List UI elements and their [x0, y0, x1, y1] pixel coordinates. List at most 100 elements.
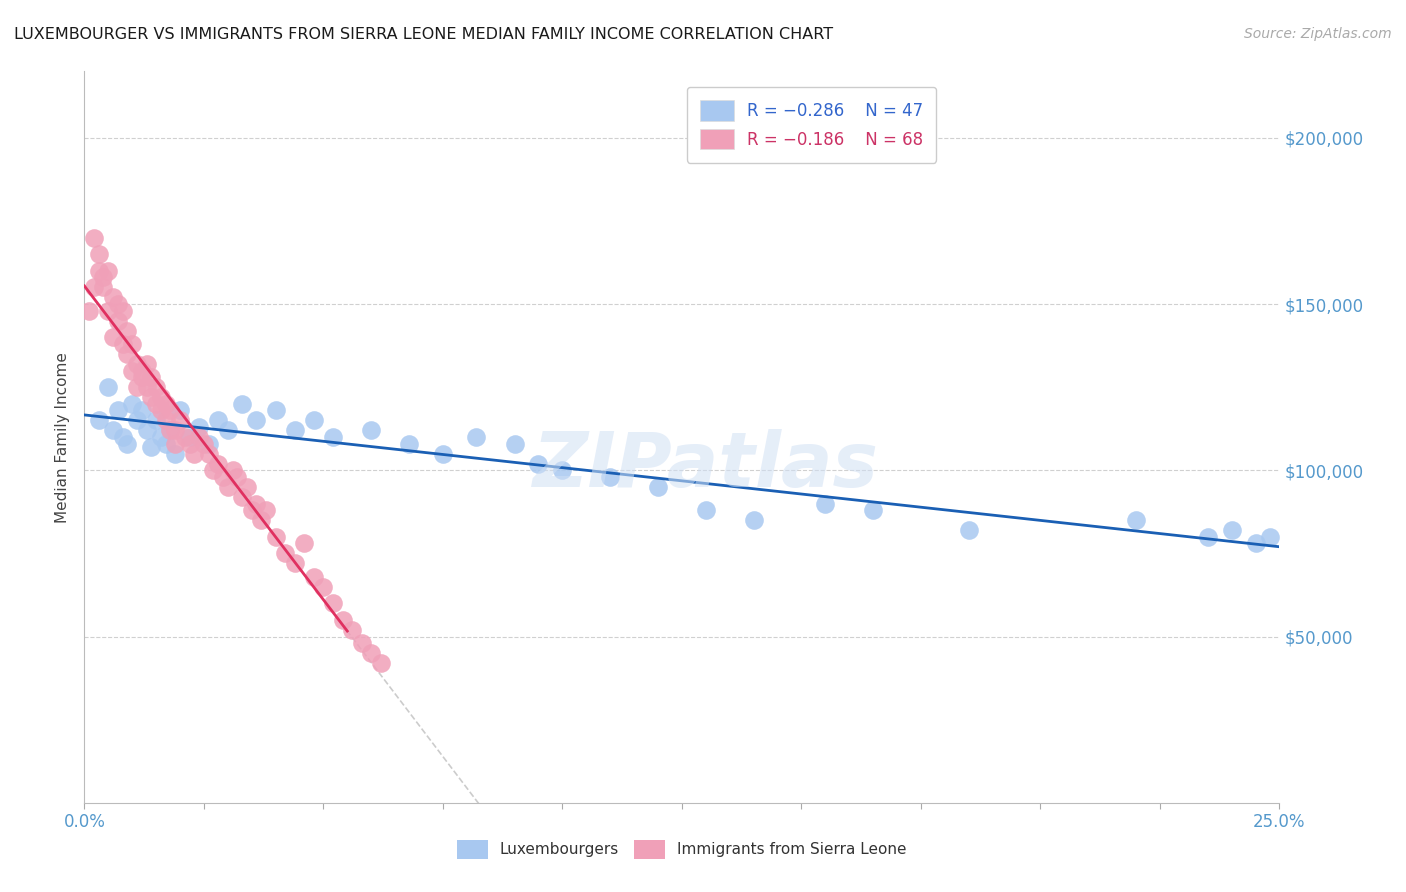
Point [131, 403, 153, 417]
Point [264, 403, 287, 417]
Point [121, 363, 143, 377]
Point [226, 470, 249, 484]
Point [1125, 513, 1147, 527]
Point [169, 403, 191, 417]
Point [121, 337, 143, 351]
Point [503, 436, 526, 450]
Point [93, 280, 115, 294]
Point [131, 370, 153, 384]
Point [117, 347, 139, 361]
Point [159, 424, 181, 438]
Point [370, 656, 392, 670]
Point [155, 436, 177, 450]
Point [202, 463, 225, 477]
Point [207, 457, 229, 471]
Point [231, 397, 253, 411]
Point [165, 436, 187, 450]
Point [240, 503, 263, 517]
Point [302, 570, 325, 584]
Point [862, 503, 884, 517]
Point [97, 380, 120, 394]
Point [107, 403, 129, 417]
Point [197, 447, 219, 461]
Point [360, 424, 382, 438]
Point [284, 557, 307, 571]
Point [284, 424, 307, 438]
Point [742, 513, 765, 527]
Point [111, 337, 134, 351]
Point [340, 623, 363, 637]
Point [647, 480, 669, 494]
Point [1197, 530, 1219, 544]
Point [551, 463, 574, 477]
Point [135, 357, 157, 371]
Point [179, 430, 201, 444]
Point [245, 497, 267, 511]
Point [274, 546, 297, 560]
Point [101, 330, 124, 344]
Point [179, 436, 201, 450]
Point [264, 530, 287, 544]
Point [149, 403, 172, 417]
Point [165, 447, 187, 461]
Point [87, 264, 110, 278]
Point [231, 490, 253, 504]
Point [183, 447, 205, 461]
Point [217, 424, 239, 438]
Point [217, 480, 239, 494]
Point [527, 457, 550, 471]
Point [121, 397, 143, 411]
Point [236, 480, 259, 494]
Point [125, 357, 148, 371]
Point [350, 636, 373, 650]
Point [155, 413, 177, 427]
Point [149, 430, 172, 444]
Point [77, 303, 100, 318]
Text: Source: ZipAtlas.com: Source: ZipAtlas.com [1244, 27, 1392, 41]
Point [814, 497, 837, 511]
Point [312, 580, 335, 594]
Legend: Luxembourgers, Immigrants from Sierra Leone: Luxembourgers, Immigrants from Sierra Le… [451, 834, 912, 864]
Point [111, 430, 134, 444]
Point [87, 247, 110, 261]
Point [398, 436, 420, 450]
Point [93, 270, 115, 285]
Point [165, 424, 187, 438]
Point [125, 380, 148, 394]
Point [107, 314, 129, 328]
Point [322, 430, 344, 444]
Point [465, 430, 488, 444]
Point [1220, 523, 1243, 537]
Point [145, 380, 167, 394]
Point [599, 470, 621, 484]
Point [188, 420, 211, 434]
Point [159, 403, 181, 417]
Point [141, 390, 163, 404]
Point [250, 513, 273, 527]
Point [212, 470, 235, 484]
Point [135, 380, 157, 394]
Point [135, 424, 157, 438]
Point [197, 436, 219, 450]
Point [155, 397, 177, 411]
Point [87, 413, 110, 427]
Point [117, 436, 139, 450]
Point [254, 503, 277, 517]
Text: LUXEMBOURGER VS IMMIGRANTS FROM SIERRA LEONE MEDIAN FAMILY INCOME CORRELATION CH: LUXEMBOURGER VS IMMIGRANTS FROM SIERRA L… [14, 27, 834, 42]
Point [207, 413, 229, 427]
Point [101, 290, 124, 304]
Point [292, 536, 315, 550]
Point [957, 523, 980, 537]
Point [125, 413, 148, 427]
Point [1244, 536, 1267, 550]
Point [97, 264, 120, 278]
Point [302, 413, 325, 427]
Point [145, 397, 167, 411]
Point [141, 370, 163, 384]
Point [332, 613, 354, 627]
Point [245, 413, 267, 427]
Point [111, 303, 134, 318]
Point [149, 390, 172, 404]
Text: ZIPatlas: ZIPatlas [533, 429, 879, 503]
Point [193, 436, 215, 450]
